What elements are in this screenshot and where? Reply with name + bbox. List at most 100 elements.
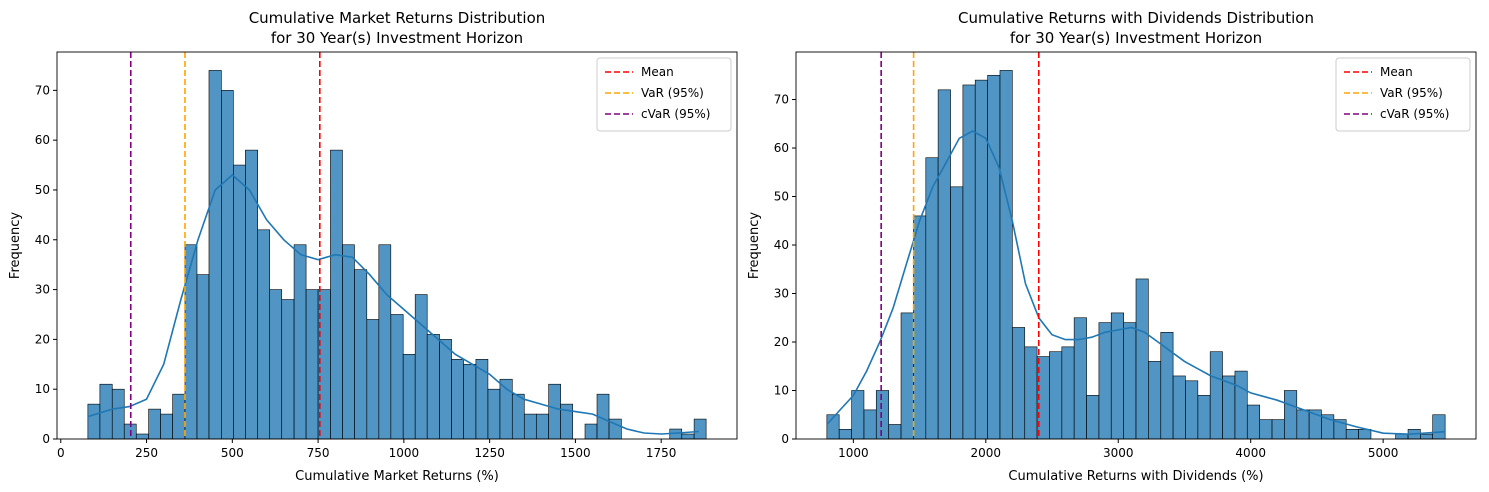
y-tick-label: 50	[774, 190, 789, 204]
bar	[1098, 322, 1112, 440]
bar	[1246, 404, 1261, 440]
y-tick-label: 50	[35, 183, 50, 197]
chart-title: Cumulative Returns with Dividends Distri…	[958, 9, 1314, 27]
legend-label: cVaR (95%)	[1380, 107, 1449, 121]
bar	[987, 74, 1001, 440]
bar	[851, 390, 865, 440]
x-tick-label: 500	[221, 446, 244, 460]
bar	[463, 363, 477, 440]
bar	[693, 418, 707, 440]
legend-label: Mean	[1380, 65, 1413, 79]
x-axis-label: Cumulative Market Returns (%)	[295, 469, 499, 484]
x-tick-label: 4000	[1235, 446, 1266, 460]
bar	[1086, 395, 1100, 440]
y-tick-label: 30	[35, 283, 50, 297]
bar	[900, 312, 914, 440]
bar	[875, 390, 890, 440]
x-tick-label: 1000	[838, 446, 869, 460]
y-tick-label: 40	[774, 238, 789, 252]
y-axis-label: Frequency	[747, 212, 762, 279]
bar	[160, 413, 173, 440]
bar	[1209, 351, 1223, 440]
x-tick-label: 3000	[1103, 446, 1134, 460]
bar	[1172, 375, 1186, 440]
bar	[87, 403, 101, 440]
bar	[1110, 312, 1124, 440]
axes-frame	[56, 51, 738, 440]
x-tick-label: 1750	[646, 446, 677, 460]
bar	[451, 359, 464, 440]
bar	[1197, 395, 1211, 440]
bar	[962, 84, 976, 440]
y-tick-label: 40	[35, 233, 50, 247]
bar	[863, 409, 877, 440]
y-tick-label: 10	[774, 384, 789, 398]
bar	[1073, 317, 1087, 440]
bar	[1395, 433, 1409, 440]
bar	[1358, 429, 1372, 440]
y-tick-label: 10	[35, 382, 50, 396]
bar	[1432, 414, 1446, 440]
bar	[293, 244, 307, 440]
bar	[439, 339, 452, 440]
x-tick-label: 0	[57, 446, 65, 460]
y-tick-label: 30	[774, 287, 789, 301]
legend-label: cVaR (95%)	[641, 107, 710, 121]
bar	[888, 424, 902, 440]
y-tick-label: 0	[42, 432, 50, 446]
y-tick-label: 0	[781, 432, 789, 446]
bar	[426, 334, 440, 440]
bar	[281, 299, 295, 440]
legend-label: VaR (95%)	[1380, 86, 1443, 100]
chart-title: Cumulative Market Returns Distribution	[249, 9, 546, 27]
x-tick-label: 250	[135, 446, 158, 460]
chart-title: for 30 Year(s) Investment Horizon	[1010, 29, 1262, 47]
bar	[111, 388, 125, 440]
x-tick-label: 1000	[389, 446, 420, 460]
bar	[548, 383, 561, 440]
bar	[1271, 419, 1285, 440]
bar	[366, 319, 380, 440]
bar	[305, 289, 319, 440]
x-tick-label: 2000	[971, 446, 1002, 460]
bar	[402, 354, 416, 440]
bar	[390, 314, 404, 440]
legend-box	[596, 57, 732, 132]
bar	[208, 70, 222, 440]
bar	[269, 289, 283, 440]
bar	[1123, 322, 1137, 440]
bar	[1061, 346, 1075, 440]
bar	[414, 294, 428, 440]
bar	[1259, 419, 1273, 440]
bar	[913, 215, 927, 440]
bar	[330, 149, 343, 440]
legend-label: VaR (95%)	[641, 86, 704, 100]
x-axis-label: Cumulative Returns with Dividends (%)	[1008, 469, 1263, 484]
bar	[535, 413, 549, 440]
x-tick-label: 5000	[1368, 446, 1399, 460]
bar	[342, 244, 355, 440]
bar	[172, 393, 186, 440]
y-tick-label: 20	[774, 335, 789, 349]
bar	[1234, 370, 1248, 440]
bar	[1011, 327, 1026, 440]
bar	[1345, 429, 1359, 440]
bar	[681, 433, 695, 440]
bar	[221, 90, 234, 440]
legend-label: Mean	[641, 65, 674, 79]
bar	[378, 244, 392, 440]
y-tick-label: 20	[35, 332, 50, 346]
bar	[523, 413, 537, 440]
x-tick-label: 1500	[560, 446, 591, 460]
bar	[257, 229, 271, 440]
axes: Cumulative Returns with Dividends Distri…	[747, 9, 1477, 484]
x-tick-label: 750	[307, 446, 330, 460]
bar	[475, 359, 489, 440]
bar	[950, 186, 964, 440]
x-tick-label: 1250	[474, 446, 505, 460]
y-tick-label: 60	[774, 141, 789, 155]
axes: Cumulative Market Returns Distribution fo…	[8, 9, 738, 484]
bar	[511, 393, 525, 440]
kde-line	[87, 173, 699, 435]
bar	[584, 423, 598, 440]
